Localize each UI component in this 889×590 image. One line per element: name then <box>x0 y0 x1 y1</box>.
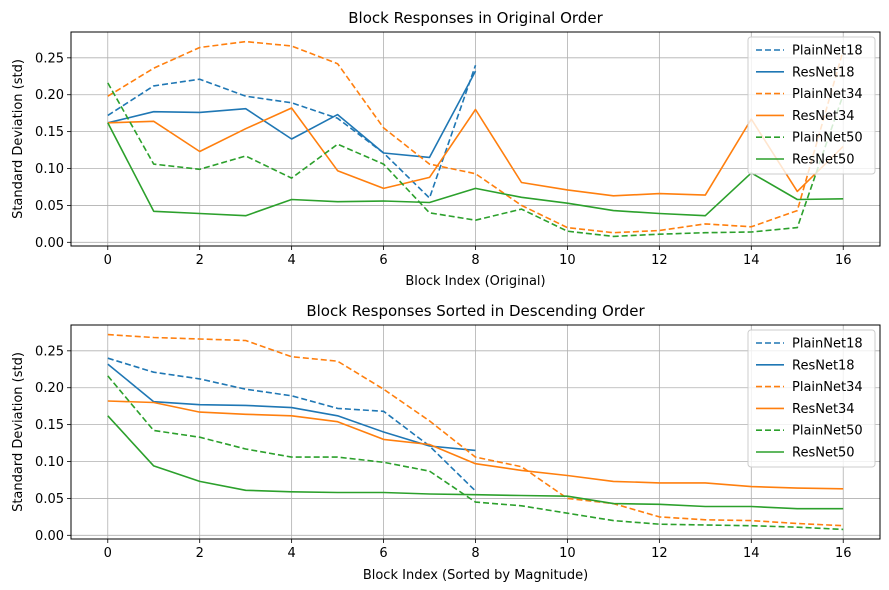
y-tick-label: 0.15 <box>35 418 64 433</box>
series-line-resnet50 <box>107 122 844 217</box>
x-tick-label: 10 <box>559 546 576 561</box>
y-tick-label: 0.15 <box>35 125 64 140</box>
legend-entry: PlainNet34 <box>792 380 863 395</box>
chart-title: Block Responses Sorted in Descending Ord… <box>306 302 645 320</box>
legend-entry: PlainNet50 <box>792 424 863 439</box>
series-line-plainnet18 <box>107 357 477 492</box>
x-tick-label: 12 <box>651 546 668 561</box>
y-tick-label: 0.25 <box>35 344 64 359</box>
legend-entry: ResNet50 <box>792 153 855 168</box>
x-tick-label: 0 <box>104 546 112 561</box>
series-line-plainnet34 <box>107 333 844 527</box>
legend-entry: PlainNet18 <box>792 337 863 352</box>
x-tick-label: 4 <box>287 253 295 268</box>
chart-sorted-order: Block Responses Sorted in Descending Ord… <box>11 302 881 583</box>
x-tick-label: 14 <box>743 253 760 268</box>
y-tick-label: 0.20 <box>35 88 64 103</box>
legend-entry: ResNet18 <box>792 65 855 80</box>
x-tick-label: 16 <box>835 546 852 561</box>
ticks: 0 2 4 6 8 10 12 14 16 0.00 0.05 0.10 0.15 0.20 0.25 <box>35 344 851 561</box>
series-line-plainnet18 <box>107 64 477 199</box>
legend-entry: ResNet34 <box>792 402 855 417</box>
chart-original-order: Block Responses in Original Order Block … <box>11 9 881 289</box>
legend-entry: PlainNet18 <box>792 44 863 59</box>
y-tick-label: 0.00 <box>35 236 64 251</box>
y-tick-label: 0.10 <box>35 162 64 177</box>
x-axis-label: Block Index (Sorted by Magnitude) <box>363 568 588 583</box>
y-axis-label: Standard Deviation (std) <box>11 352 26 512</box>
legend-entry: ResNet34 <box>792 109 855 124</box>
plot-frame <box>70 31 881 247</box>
x-tick-label: 6 <box>379 546 387 561</box>
y-tick-label: 0.00 <box>35 529 64 544</box>
x-tick-label: 8 <box>471 546 479 561</box>
series-line-plainnet34 <box>107 40 844 234</box>
legend: PlainNet18 ResNet18 PlainNet34 ResNet34 Plai… <box>747 329 876 468</box>
ticks: 0 2 4 6 8 10 12 14 16 0.00 0.05 0.10 0.15 0.20 0.25 <box>35 51 851 268</box>
y-tick-label: 0.05 <box>35 492 64 507</box>
x-axis-label: Block Index (Original) <box>405 274 545 289</box>
x-tick-label: 10 <box>559 253 576 268</box>
series-line-plainnet50 <box>107 375 844 531</box>
legend-entry: ResNet18 <box>792 358 855 373</box>
series-line-resnet18 <box>107 70 477 159</box>
y-axis-label: Standard Deviation (std) <box>11 59 26 219</box>
y-tick-label: 0.20 <box>35 381 64 396</box>
legend-entry: PlainNet50 <box>792 131 863 146</box>
series-line-plainnet50 <box>107 82 844 238</box>
grid-lines <box>71 32 880 246</box>
x-tick-label: 16 <box>835 253 852 268</box>
plot-frame <box>70 324 881 540</box>
series-group <box>107 40 844 238</box>
series-group <box>107 333 844 531</box>
x-tick-label: 4 <box>287 546 295 561</box>
y-tick-label: 0.25 <box>35 51 64 66</box>
x-tick-label: 12 <box>651 253 668 268</box>
x-tick-label: 2 <box>196 253 204 268</box>
x-tick-label: 8 <box>471 253 479 268</box>
series-line-resnet18 <box>107 363 476 452</box>
chart-title: Block Responses in Original Order <box>348 9 603 27</box>
series-line-resnet34 <box>107 107 844 197</box>
series-line-resnet34 <box>107 400 844 490</box>
legend-entry: ResNet50 <box>792 446 855 461</box>
series-line-resnet50 <box>107 415 844 510</box>
x-tick-label: 6 <box>379 253 387 268</box>
legend: PlainNet18 ResNet18 PlainNet34 ResNet34 Plai… <box>747 36 876 175</box>
x-tick-label: 14 <box>743 546 760 561</box>
x-tick-label: 2 <box>196 546 204 561</box>
y-tick-label: 0.10 <box>35 455 64 470</box>
x-tick-label: 0 <box>104 253 112 268</box>
legend-entry: PlainNet34 <box>792 87 863 102</box>
y-tick-label: 0.05 <box>35 199 64 214</box>
